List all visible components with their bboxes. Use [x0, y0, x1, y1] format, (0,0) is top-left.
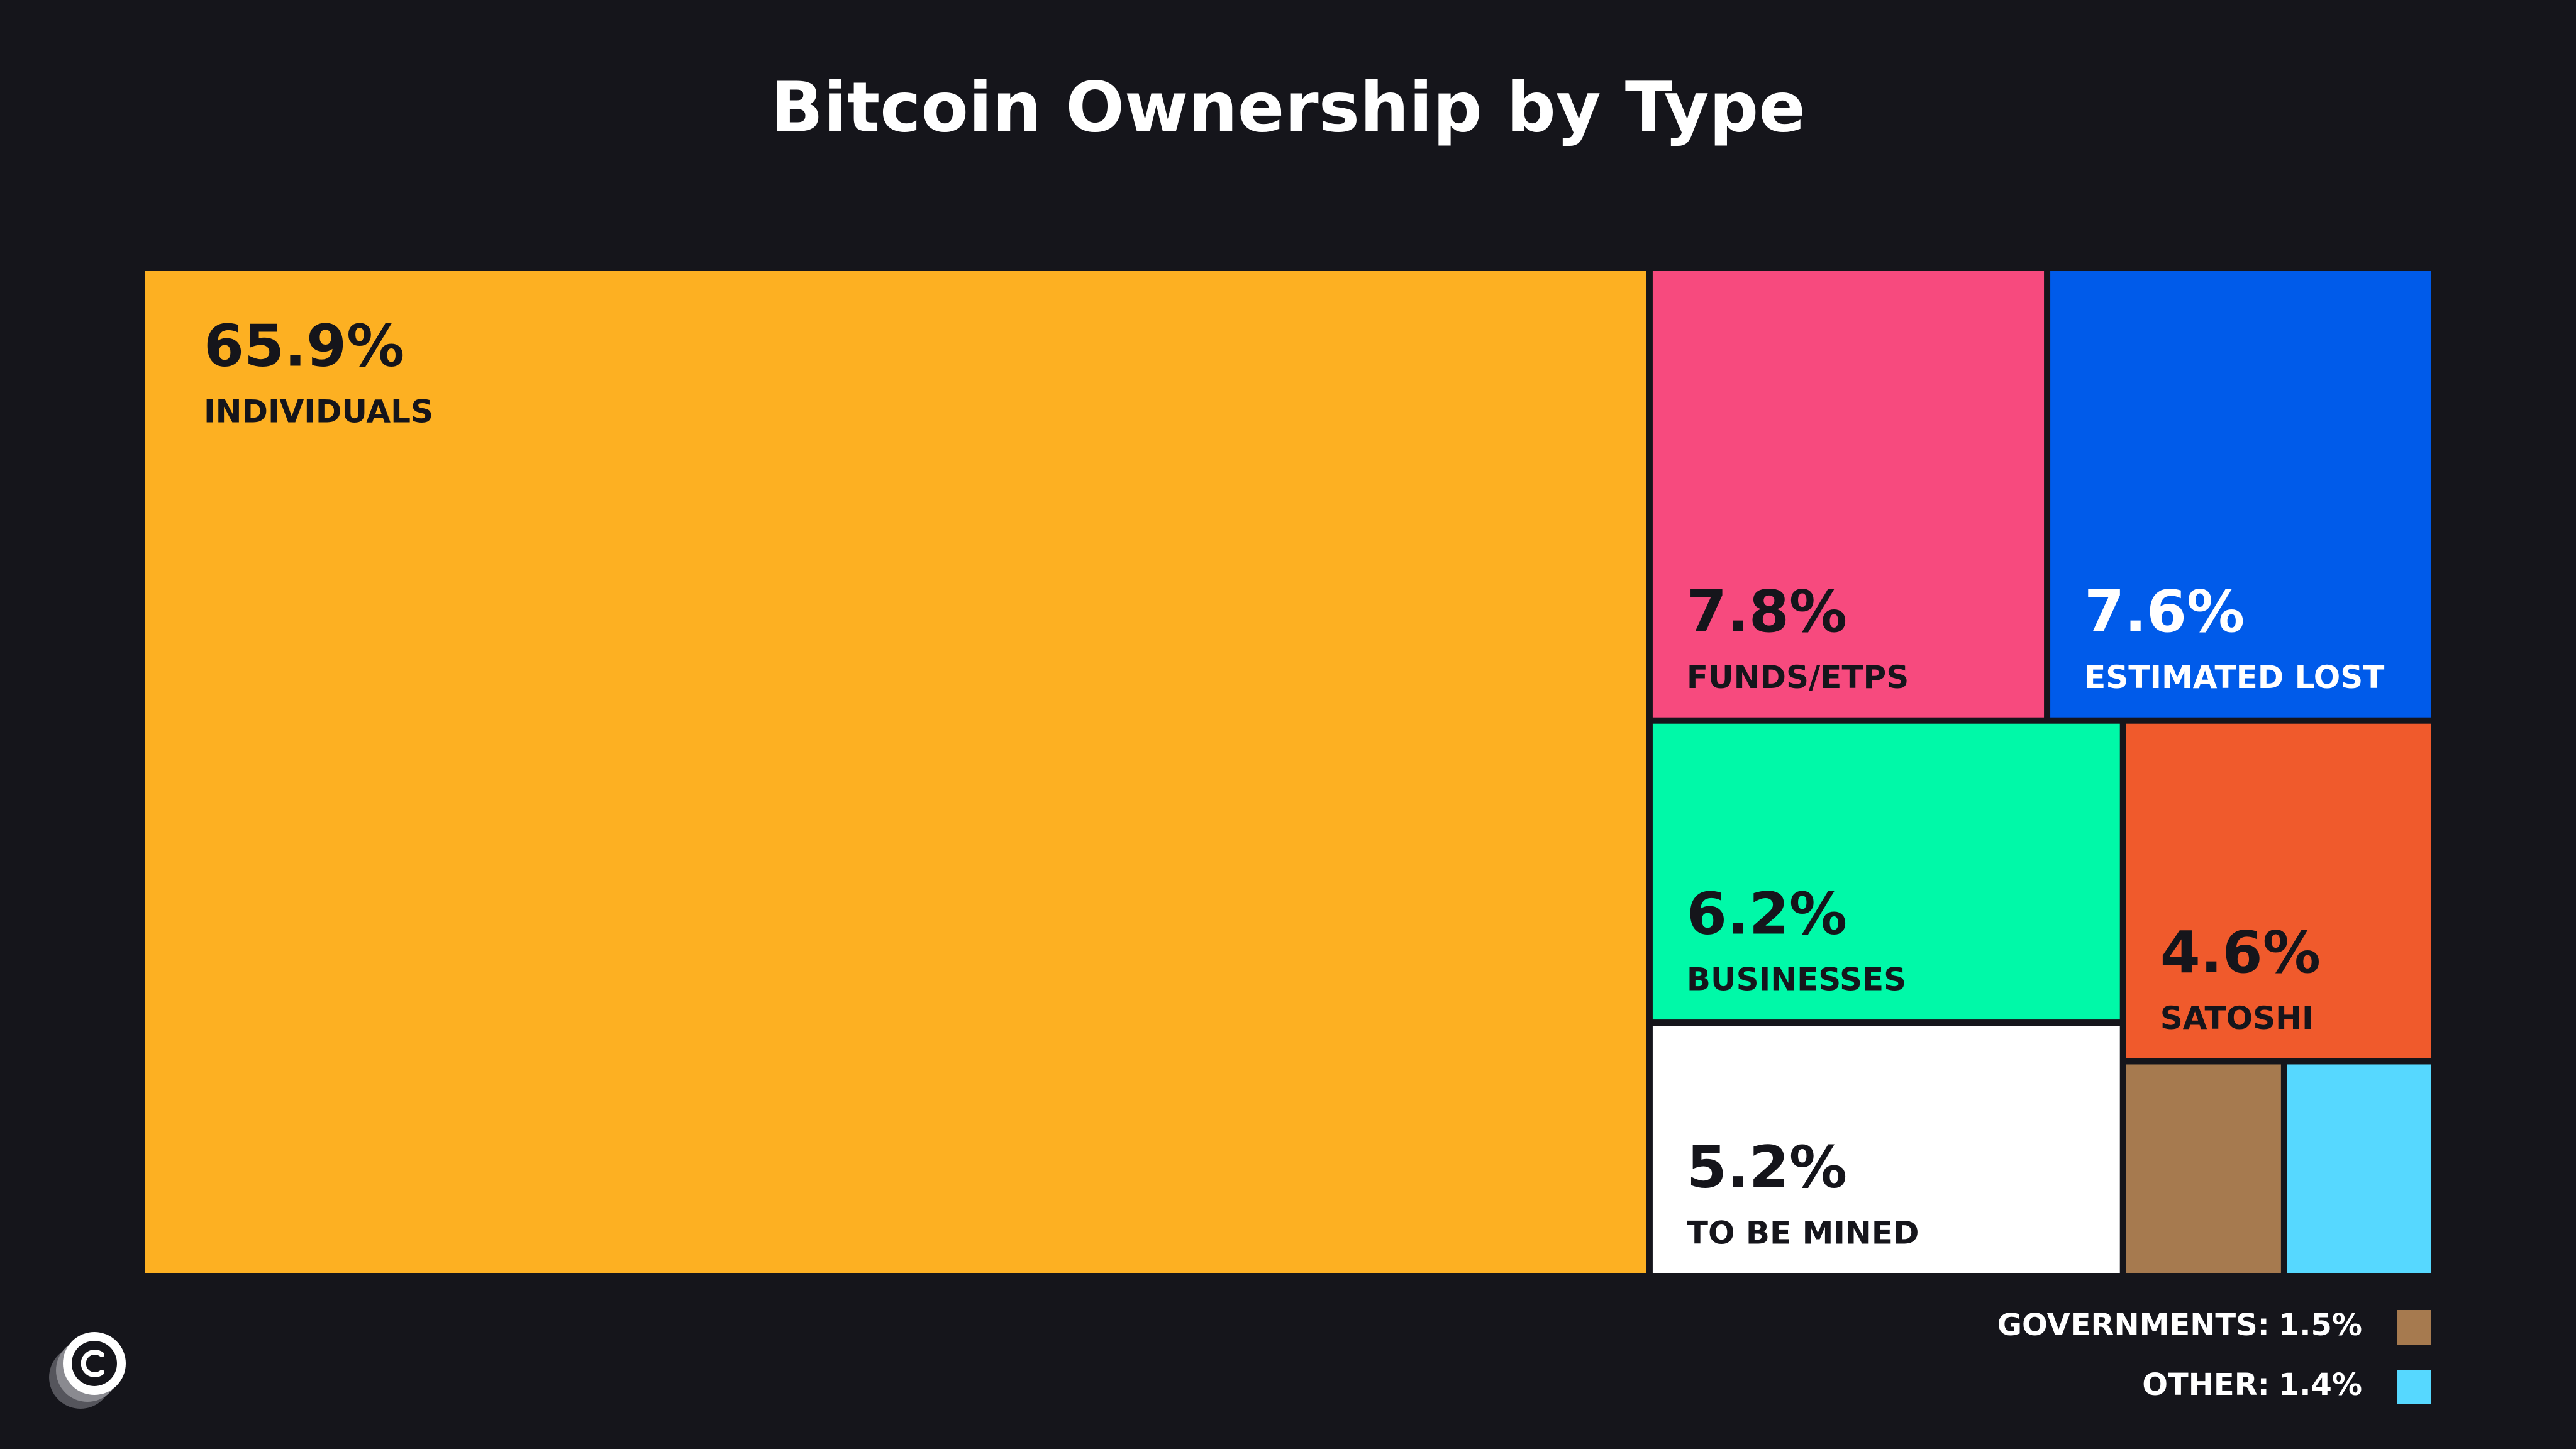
value-label: 7.8% — [1687, 578, 1847, 645]
treemap-cell — [2126, 1064, 2281, 1273]
chart-title: Bitcoin Ownership by Type — [770, 67, 1806, 147]
legend-swatch — [2397, 1370, 2431, 1404]
value-label: 7.6% — [2084, 578, 2245, 645]
legend-entry: GOVERNMENTS: 1.5% — [1997, 1307, 2362, 1343]
category-label: TO BE MINED — [1687, 1215, 1919, 1252]
logo — [49, 1332, 126, 1409]
treemap-cell — [1652, 723, 2120, 1020]
category-label: FUNDS/ETPS — [1687, 659, 1909, 696]
treemap-cell — [2287, 1064, 2431, 1273]
value-label: 65.9% — [204, 312, 404, 379]
category-label: INDIVIDUALS — [204, 394, 433, 430]
treemap-cell — [1652, 271, 2045, 718]
logo-c — [80, 1350, 104, 1377]
value-label: 4.6% — [2160, 919, 2321, 986]
logo-inner — [72, 1341, 117, 1386]
treemap-cell — [145, 271, 1646, 1273]
value-label: 6.2% — [1687, 880, 1847, 947]
category-label: ESTIMATED LOST — [2084, 659, 2384, 696]
legend-swatch — [2397, 1310, 2431, 1345]
treemap-cell — [2050, 271, 2431, 718]
legend-value: 1.4% — [2279, 1367, 2362, 1402]
treemap-cell — [2126, 723, 2431, 1058]
treemap-cell — [1652, 1026, 2120, 1273]
category-label: SATOSHI — [2160, 1000, 2314, 1036]
legend-name: GOVERNMENTS: — [1997, 1307, 2270, 1343]
legend-entry: OTHER: 1.4% — [2142, 1367, 2362, 1402]
legend-name: OTHER: — [2142, 1367, 2270, 1402]
category-label: BUSINESSES — [1687, 962, 1906, 998]
legend-value: 1.5% — [2279, 1307, 2362, 1343]
value-label: 5.2% — [1687, 1133, 1847, 1201]
